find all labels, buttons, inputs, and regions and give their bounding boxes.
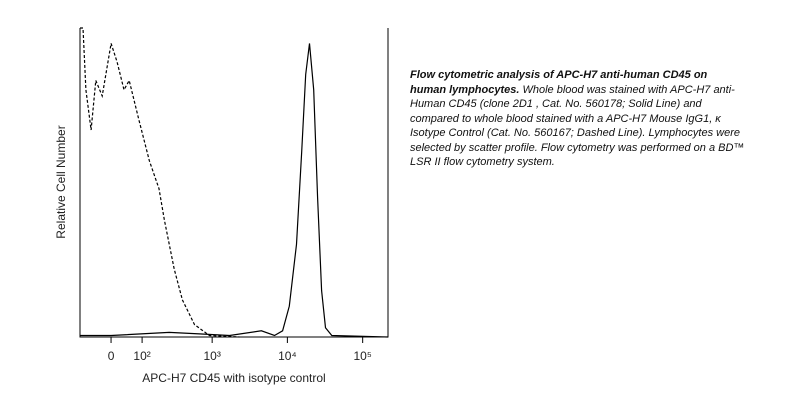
histogram-line xyxy=(80,43,389,338)
x-tick-label: 10⁴ xyxy=(278,349,297,363)
histogram-line xyxy=(80,27,240,338)
x-tick-label: 10² xyxy=(133,349,150,363)
plot-frame xyxy=(79,28,389,338)
x-tick-label: 10³ xyxy=(203,349,220,363)
caption-text: Whole blood was stained with APC-H7 anti… xyxy=(410,83,745,169)
x-tick-label: 0 xyxy=(108,349,115,363)
x-tick-label: 10⁵ xyxy=(354,349,372,363)
y-axis-label: Relative Cell Number xyxy=(54,125,68,238)
caption: Flow cytometric analysis of APC-H7 anti-… xyxy=(410,68,745,170)
caption-bold: Flow cytometric analysis of APC-H7 anti-… xyxy=(410,69,708,96)
x-axis-label: APC-H7 CD45 with isotype control xyxy=(142,371,325,385)
